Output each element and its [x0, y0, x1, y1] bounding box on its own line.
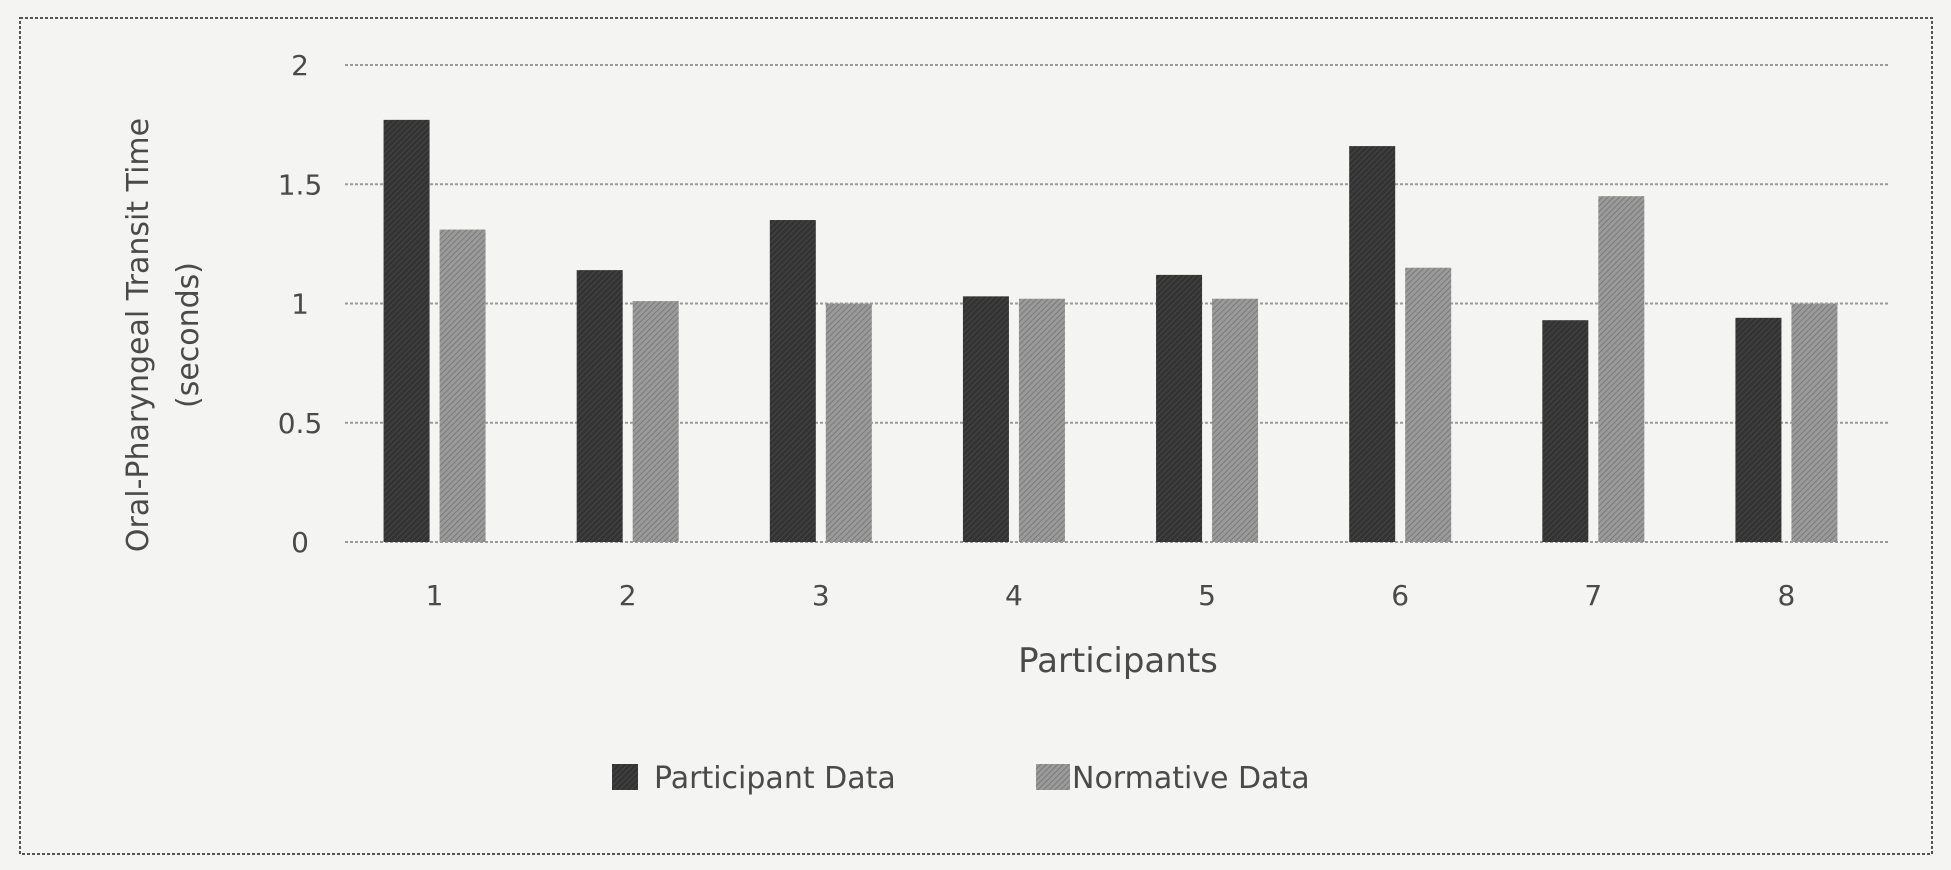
bar-participant-4 [962, 296, 1009, 542]
x-tick-label: 6 [1391, 579, 1409, 612]
legend-swatch-participant [612, 764, 638, 790]
x-tick-label: 3 [812, 579, 830, 612]
bar-normative-3 [825, 303, 872, 542]
bar-normative-5 [1212, 298, 1259, 542]
bar-participant-3 [769, 220, 816, 542]
bar-normative-2 [632, 301, 679, 542]
y-tick-label: 2 [291, 49, 309, 82]
bar-normative-6 [1405, 267, 1452, 542]
y-axis-ticks: 0 0.5 1 1.5 2 [278, 49, 323, 559]
bar-normative-8 [1791, 303, 1838, 542]
legend-label-normative: Normative Data [1072, 761, 1310, 796]
legend-swatch-normative [1036, 764, 1070, 790]
bars [383, 119, 1838, 543]
bar-participant-5 [1156, 274, 1203, 542]
bar-participant-2 [576, 270, 623, 542]
y-axis-label-line1: Oral-Pharyngeal Transit Time [121, 118, 156, 552]
x-tick-label: 4 [1005, 579, 1023, 612]
y-tick-label: 0.5 [278, 407, 323, 440]
bar-participant-1 [383, 119, 430, 542]
legend: Participant Data Normative Data [612, 761, 1310, 796]
x-tick-label: 7 [1584, 579, 1602, 612]
bar-normative-4 [1018, 298, 1065, 542]
x-tick-label: 1 [426, 579, 444, 612]
legend-label-participant: Participant Data [654, 761, 896, 796]
x-tick-label: 5 [1198, 579, 1216, 612]
y-tick-label: 1 [291, 288, 309, 321]
chart-border [19, 17, 1933, 855]
y-tick-label: 1.5 [278, 168, 323, 201]
bar-participant-7 [1542, 320, 1589, 542]
x-axis-ticks: 1 2 3 4 5 6 7 8 [426, 579, 1796, 612]
x-axis-label: Participants [1018, 641, 1218, 681]
bar-participant-8 [1735, 317, 1782, 542]
x-tick-label: 8 [1778, 579, 1796, 612]
y-axis-label-line2: (seconds) [171, 262, 206, 408]
y-tick-label: 0 [291, 526, 309, 559]
x-tick-label: 2 [619, 579, 637, 612]
bar-normative-1 [439, 229, 486, 542]
bar-participant-6 [1349, 146, 1396, 542]
bar-normative-7 [1598, 196, 1645, 543]
